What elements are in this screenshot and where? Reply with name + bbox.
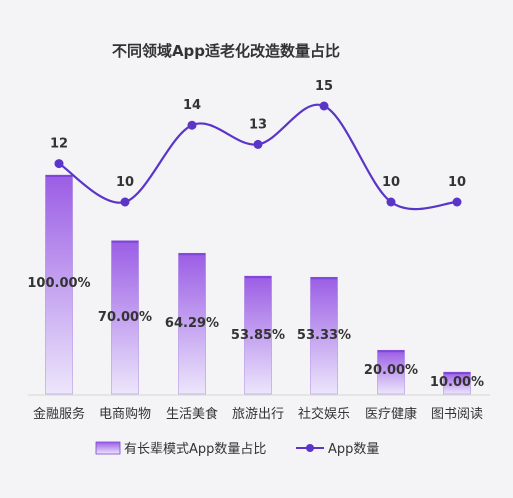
bar-1 [111, 240, 139, 394]
bar-value-label-2: 64.29% [165, 316, 219, 331]
app-count-label-0: 12 [50, 137, 68, 152]
x-tick-label-6: 图书阅读 [431, 407, 483, 422]
x-tick-label-3: 旅游出行 [232, 407, 284, 422]
bar-value-label-3: 53.85% [231, 328, 285, 343]
app-count-point-1 [120, 197, 130, 207]
app-count-point-5 [386, 197, 396, 207]
app-count-label-2: 14 [183, 98, 201, 113]
bars-layer [45, 174, 471, 395]
app-count-point-2 [187, 120, 197, 130]
app-count-label-6: 10 [448, 175, 466, 190]
bar-value-label-0: 100.00% [27, 276, 90, 291]
bar-outline-3 [244, 275, 272, 395]
legend-bar-label: 有长辈模式App数量占比 [124, 442, 266, 457]
app-count-label-5: 10 [382, 175, 400, 190]
bar-6 [443, 372, 471, 394]
app-count-point-6 [452, 197, 462, 207]
x-tick-label-0: 金融服务 [33, 406, 85, 422]
bar-outline-6 [443, 371, 471, 395]
bar-outline-0 [45, 174, 73, 395]
legend-bar-swatch [95, 441, 121, 455]
bar-0 [45, 175, 73, 394]
app-count-label-4: 15 [315, 79, 333, 94]
bar-3 [244, 276, 272, 394]
legend-line-marker [306, 444, 314, 452]
chart-title: 不同领域App适老化改造数量占比 [112, 42, 340, 60]
app-count-point-3 [253, 139, 263, 149]
bar-value-label-4: 53.33% [297, 328, 351, 343]
x-tick-labels: 金融服务 电商购物 生活美食 旅游出行 社交娱乐 医疗健康 图书阅读 [33, 406, 483, 422]
bar-4 [310, 277, 338, 394]
app-count-point-0 [54, 159, 64, 169]
bar-5 [377, 350, 405, 394]
bar-2 [178, 253, 206, 394]
app-count-label-3: 13 [249, 117, 267, 132]
bar-outline-2 [178, 252, 206, 395]
x-tick-label-4: 社交娱乐 [298, 406, 350, 422]
legend: 有长辈模式App数量占比 App数量 [95, 441, 379, 457]
bar-outline-5 [377, 349, 405, 395]
bar-outline-1 [111, 240, 139, 395]
labels-layer: 100.00% 70.00% 64.29% 53.85% 53.33% 20.00% 10.… [27, 79, 484, 390]
line-layer [54, 101, 462, 211]
bar-outline-4 [310, 276, 338, 395]
x-tick-label-5: 医疗健康 [365, 406, 417, 422]
app-count-label-1: 10 [116, 175, 134, 190]
bar-value-label-5: 20.00% [364, 363, 418, 378]
legend-line-label: App数量 [328, 442, 379, 457]
bar-value-label-6: 10.00% [430, 375, 484, 390]
bar-value-label-1: 70.00% [98, 310, 152, 325]
x-tick-label-2: 生活美食 [166, 406, 218, 422]
x-tick-label-1: 电商购物 [99, 406, 151, 422]
app-count-point-4 [319, 101, 329, 111]
